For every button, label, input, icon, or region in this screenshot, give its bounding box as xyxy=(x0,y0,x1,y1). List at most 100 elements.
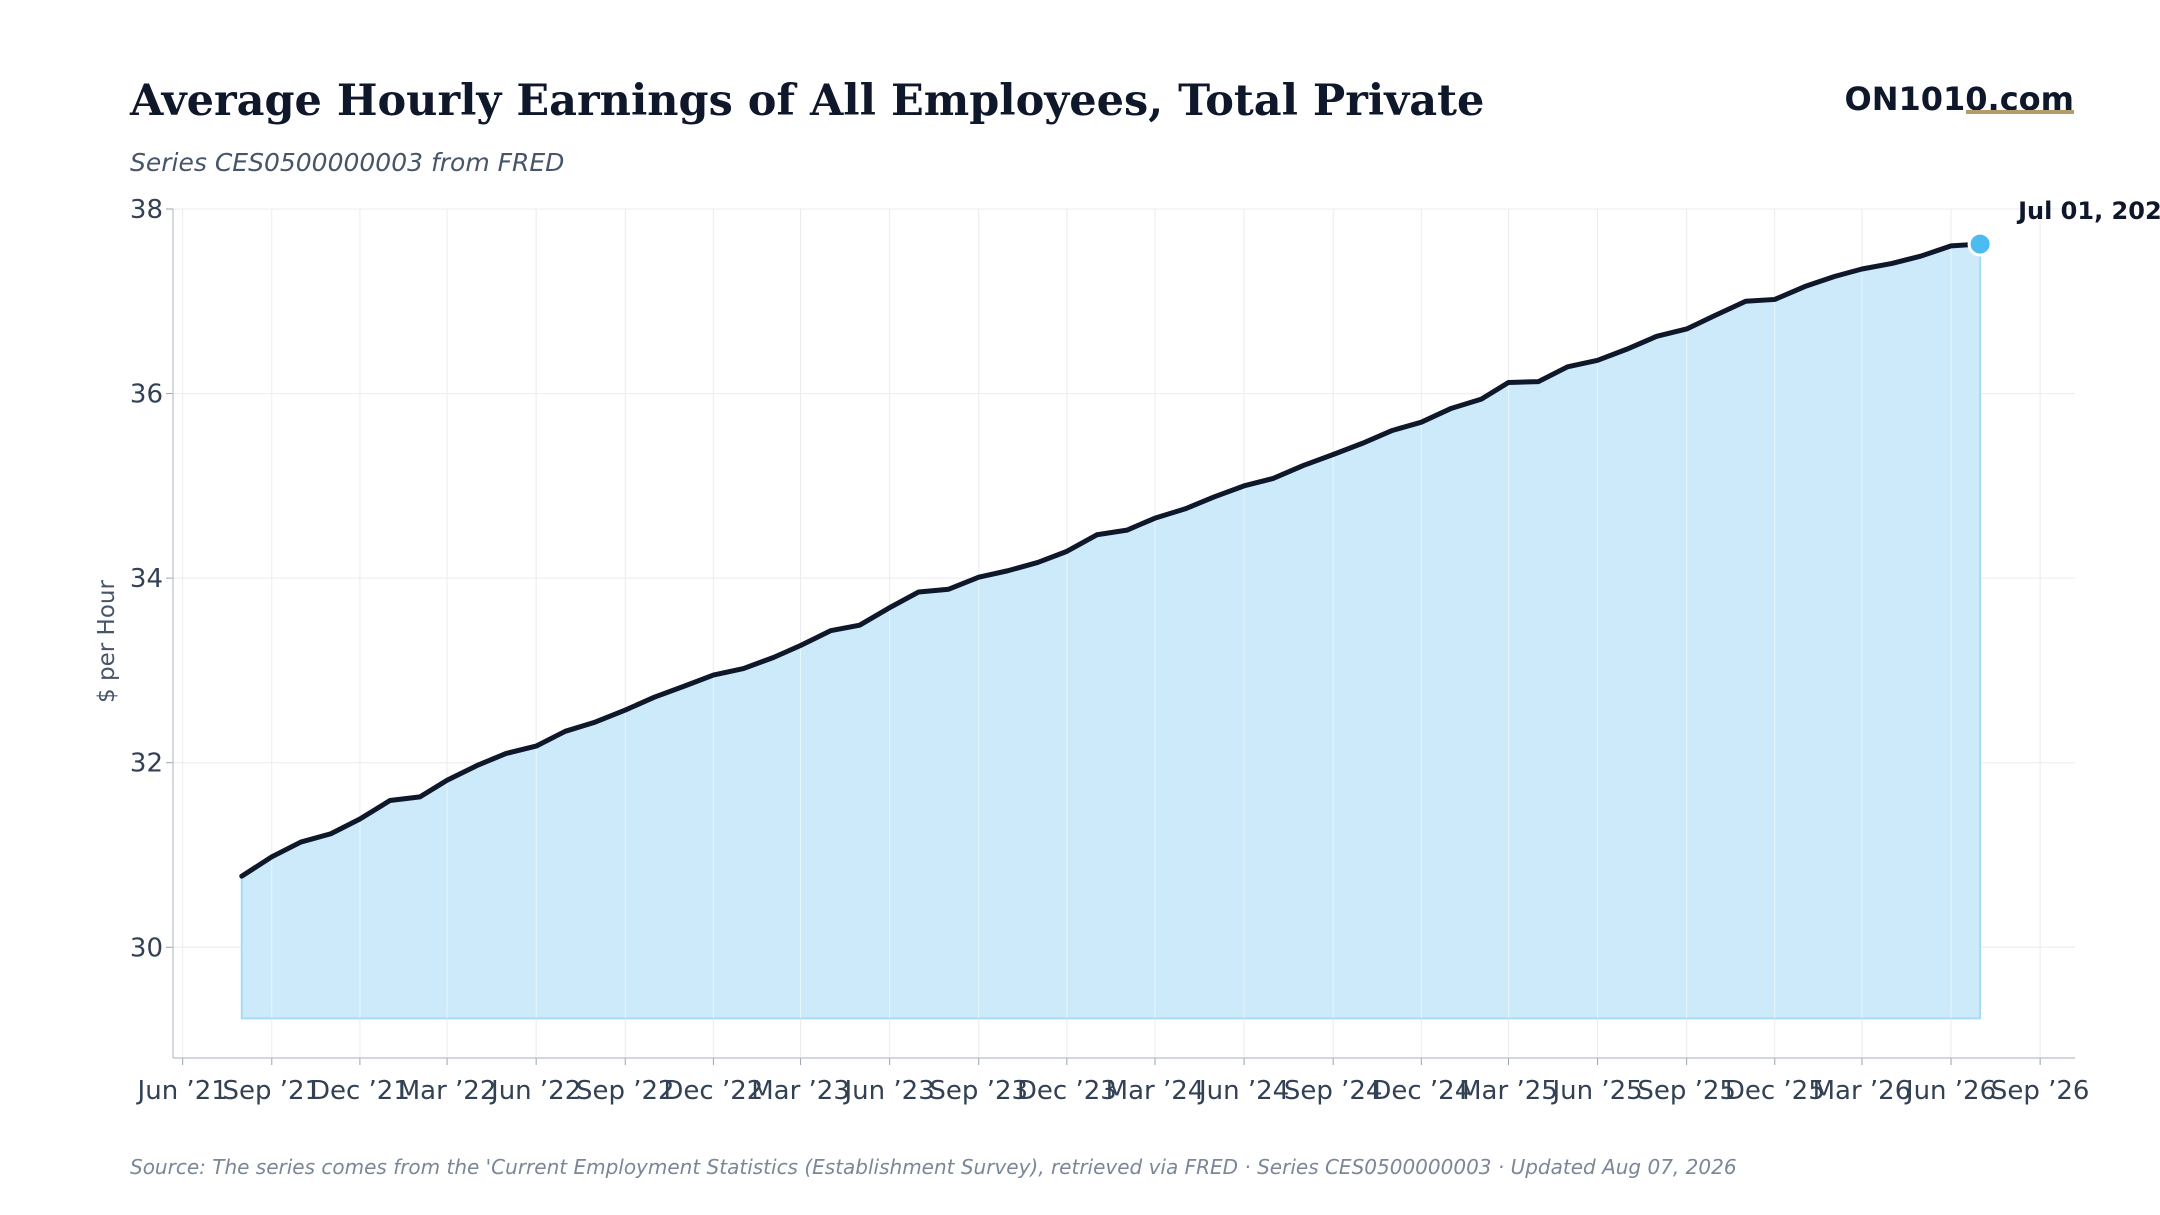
data-point xyxy=(1654,334,1659,339)
data-point xyxy=(916,589,921,594)
x-tick-label: Dec ’21 xyxy=(310,1076,410,1106)
data-point xyxy=(593,720,598,725)
data-point xyxy=(1772,297,1777,302)
area-fill xyxy=(240,243,1982,1020)
data-point xyxy=(1595,358,1600,363)
data-point xyxy=(475,763,480,768)
data-point xyxy=(1479,397,1484,402)
x-tick-label: Mar ’23 xyxy=(751,1076,850,1106)
last-point-marker xyxy=(1967,231,1993,257)
line-layer xyxy=(239,231,1993,879)
brand-underline xyxy=(1966,110,2074,114)
data-point xyxy=(239,874,244,879)
x-tick-label: Sep ’21 xyxy=(222,1076,321,1106)
data-point xyxy=(976,575,981,580)
y-axis-title: $ per Hour xyxy=(94,580,120,703)
data-point xyxy=(1360,441,1365,446)
data-point xyxy=(563,729,568,734)
data-point xyxy=(1183,506,1188,511)
data-point xyxy=(1035,560,1040,565)
data-point xyxy=(1301,463,1306,468)
data-point xyxy=(946,587,951,592)
x-tick-label: Dec ’25 xyxy=(1725,1076,1825,1106)
data-point xyxy=(1419,420,1424,425)
y-tick-label: 30 xyxy=(130,933,163,963)
data-point xyxy=(1242,483,1247,488)
data-point xyxy=(1713,313,1718,318)
data-point xyxy=(504,751,509,756)
chart-subtitle: Series CES0500000003 from FRED xyxy=(130,148,565,177)
data-point xyxy=(1506,380,1511,385)
data-point xyxy=(828,628,833,633)
y-tick-label: 38 xyxy=(130,195,163,225)
data-point xyxy=(1390,428,1395,433)
data-point xyxy=(1859,266,1864,271)
area-layer xyxy=(240,243,1982,1020)
data-point xyxy=(1684,326,1689,331)
data-point xyxy=(298,840,303,845)
data-point xyxy=(1743,299,1748,304)
x-tick-label: Jun ’21 xyxy=(136,1076,228,1106)
data-point xyxy=(1271,476,1276,481)
data-point xyxy=(741,666,746,671)
data-point xyxy=(887,605,892,610)
data-point xyxy=(711,673,716,678)
data-point xyxy=(1064,549,1069,554)
x-tick-label: Sep ’24 xyxy=(1284,1076,1383,1106)
data-point xyxy=(328,831,333,836)
data-point xyxy=(771,655,776,660)
data-point xyxy=(387,798,392,803)
y-tick-label: 34 xyxy=(130,564,163,594)
axis-layer xyxy=(166,208,2075,1065)
data-point xyxy=(682,684,687,689)
data-point xyxy=(1212,494,1217,499)
chart-title: Average Hourly Earnings of All Employees… xyxy=(130,76,1485,126)
data-point xyxy=(1331,452,1336,457)
data-point xyxy=(445,778,450,783)
x-tick-label: Jun ’23 xyxy=(843,1076,935,1106)
data-point xyxy=(1949,243,1954,248)
data-point xyxy=(357,816,362,821)
x-tick-label: Mar ’26 xyxy=(1813,1076,1912,1106)
y-tick-label: 32 xyxy=(130,749,163,779)
data-point xyxy=(1536,379,1541,384)
data-point xyxy=(1152,516,1157,521)
x-tick-label: Mar ’24 xyxy=(1106,1076,1205,1106)
x-tick-label: Jun ’25 xyxy=(1550,1076,1642,1106)
data-point xyxy=(534,744,539,749)
data-point xyxy=(417,794,422,799)
series-line xyxy=(239,241,1983,879)
y-tick-label: 36 xyxy=(130,380,163,410)
data-point xyxy=(623,708,628,713)
x-tick-label: Jun ’24 xyxy=(1197,1076,1289,1106)
data-point xyxy=(652,695,657,700)
data-point xyxy=(1802,284,1807,289)
x-tick-label: Dec ’23 xyxy=(1017,1076,1117,1106)
x-tick-label: Sep ’25 xyxy=(1637,1076,1736,1106)
data-point xyxy=(798,643,803,648)
data-point xyxy=(1624,347,1629,352)
data-point xyxy=(1449,406,1454,411)
data-point xyxy=(1919,254,1924,259)
x-tick-label: Jun ’26 xyxy=(1904,1076,1996,1106)
x-tick-label: Mar ’25 xyxy=(1459,1076,1558,1106)
x-tick-label: Dec ’22 xyxy=(663,1076,763,1106)
data-point xyxy=(1889,261,1894,266)
last-point-label: Jul 01, 2026 xyxy=(2016,197,2160,225)
source-note: Source: The series comes from the 'Curre… xyxy=(130,1155,1737,1179)
x-tick-label: Sep ’26 xyxy=(1991,1076,2090,1106)
data-point xyxy=(1005,568,1010,573)
x-tick-label: Jun ’22 xyxy=(489,1076,581,1106)
data-point xyxy=(269,854,274,859)
data-point xyxy=(857,623,862,628)
data-point xyxy=(1565,364,1570,369)
data-point xyxy=(1832,274,1837,279)
x-tick-label: Dec ’24 xyxy=(1371,1076,1471,1106)
x-tick-label: Sep ’23 xyxy=(929,1076,1028,1106)
data-point xyxy=(1094,532,1099,537)
data-point xyxy=(1124,528,1129,533)
x-tick-label: Mar ’22 xyxy=(398,1076,497,1106)
x-tick-label: Sep ’22 xyxy=(576,1076,675,1106)
